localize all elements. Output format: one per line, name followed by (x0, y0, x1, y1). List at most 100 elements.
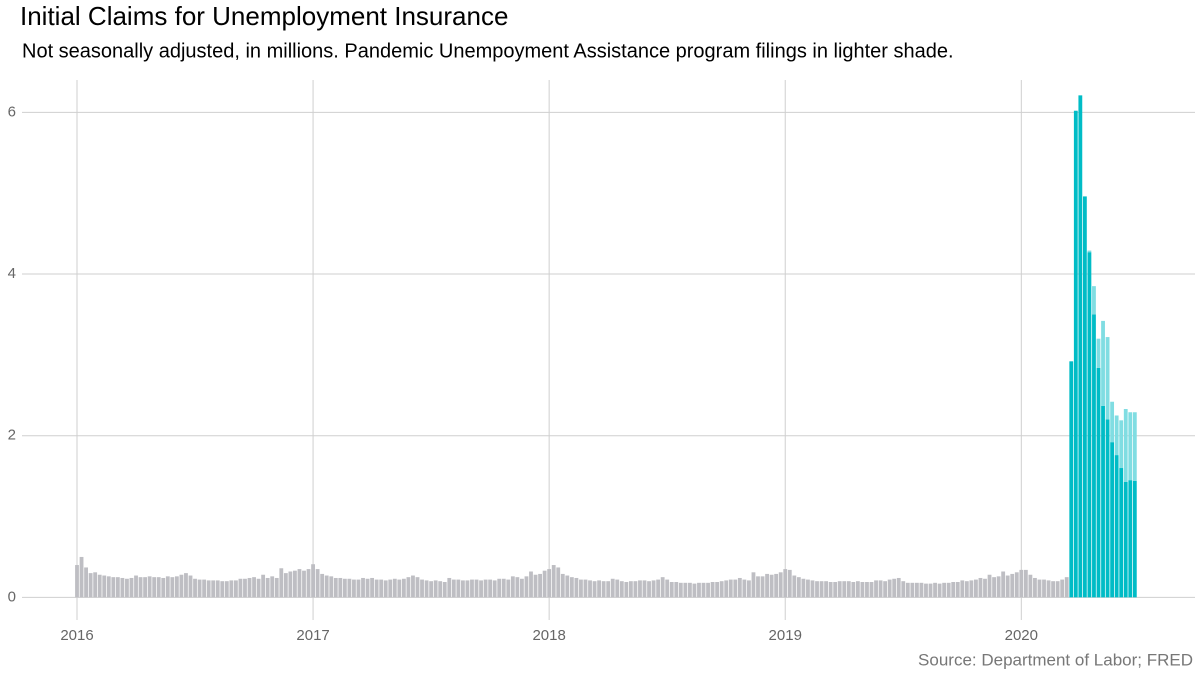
bar (329, 576, 334, 598)
bar (933, 582, 937, 598)
bar (243, 578, 247, 598)
bar (697, 582, 701, 598)
bar (220, 581, 225, 598)
source-note: Source: Department of Labor; FRED (918, 650, 1193, 669)
y-tick-label: 0 (8, 588, 16, 605)
bar (252, 577, 256, 598)
bar (424, 580, 429, 598)
bar (896, 577, 901, 598)
bar (765, 573, 769, 598)
y-tick-label: 2 (8, 427, 16, 444)
bar (583, 579, 588, 598)
bar (778, 572, 783, 598)
bar (574, 577, 579, 598)
bar (1128, 412, 1133, 481)
x-tick-label: 2017 (296, 627, 329, 644)
bar (560, 573, 565, 598)
bar (211, 580, 216, 598)
bar (724, 580, 729, 598)
bar (460, 580, 465, 598)
bar (1087, 250, 1092, 253)
bar (129, 577, 134, 598)
bar (1123, 409, 1128, 482)
bar (1110, 442, 1115, 598)
y-tick-label: 4 (8, 265, 16, 282)
bar (651, 580, 656, 598)
bar (751, 572, 756, 598)
bar (769, 574, 774, 598)
bar (865, 582, 869, 598)
bar (610, 578, 615, 598)
bar (433, 580, 438, 598)
bar (1092, 286, 1096, 315)
bar (1082, 196, 1087, 598)
bar (415, 577, 420, 598)
bar (946, 582, 951, 598)
bar (533, 574, 538, 598)
bar (470, 579, 474, 598)
x-tick-label: 2020 (1005, 627, 1038, 644)
bar (951, 582, 956, 598)
bar (1060, 579, 1065, 598)
bar (261, 574, 266, 598)
bar (456, 579, 461, 598)
bar (161, 577, 166, 598)
bar (283, 573, 288, 598)
bar (706, 582, 710, 598)
bar (1105, 337, 1110, 420)
bar (497, 578, 502, 598)
bar (1096, 338, 1101, 368)
bar (783, 569, 788, 598)
bar (819, 581, 824, 598)
bar (628, 581, 633, 598)
bar (606, 581, 611, 598)
bar (265, 577, 270, 598)
bar (197, 579, 202, 598)
bar (229, 580, 234, 598)
bar (156, 577, 161, 598)
bar (1010, 573, 1015, 598)
bar (479, 580, 483, 598)
y-tick-label: 6 (8, 103, 16, 120)
bar (538, 573, 542, 598)
bar (919, 582, 924, 598)
bar (179, 574, 184, 598)
bar (642, 580, 647, 598)
bar (747, 580, 751, 598)
bar (152, 577, 157, 598)
bar (420, 579, 424, 598)
bar (1101, 320, 1105, 406)
bar (438, 581, 443, 598)
bar (565, 575, 570, 598)
bar (174, 576, 179, 598)
bar (1037, 579, 1042, 598)
bar (379, 579, 384, 598)
bar (429, 581, 434, 598)
bar (442, 582, 447, 598)
bar (106, 576, 111, 598)
bar (247, 577, 252, 598)
bar (969, 580, 974, 598)
bar (855, 581, 860, 598)
bar (792, 575, 797, 598)
bar (901, 581, 906, 598)
bar (687, 582, 692, 598)
bar (551, 565, 556, 598)
bar (928, 583, 933, 598)
bar (796, 577, 801, 598)
bar (615, 579, 620, 598)
bar (656, 579, 661, 598)
bar (147, 576, 152, 598)
bar (447, 577, 452, 598)
bar (510, 576, 515, 598)
bar (828, 582, 833, 598)
bar (315, 569, 320, 598)
bar (665, 579, 670, 598)
bar (79, 556, 84, 598)
bar (542, 570, 547, 598)
bar (974, 579, 978, 598)
bar (224, 581, 229, 598)
bar (601, 581, 606, 598)
bar (170, 577, 175, 598)
chart-title: Initial Claims for Unemployment Insuranc… (20, 1, 508, 31)
